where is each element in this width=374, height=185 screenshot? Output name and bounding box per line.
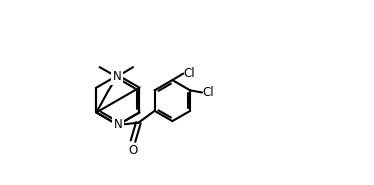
Text: N: N: [113, 118, 122, 131]
Text: Cl: Cl: [202, 86, 214, 99]
Text: N: N: [113, 70, 121, 83]
Text: O: O: [128, 144, 138, 157]
Text: Cl: Cl: [184, 67, 195, 80]
